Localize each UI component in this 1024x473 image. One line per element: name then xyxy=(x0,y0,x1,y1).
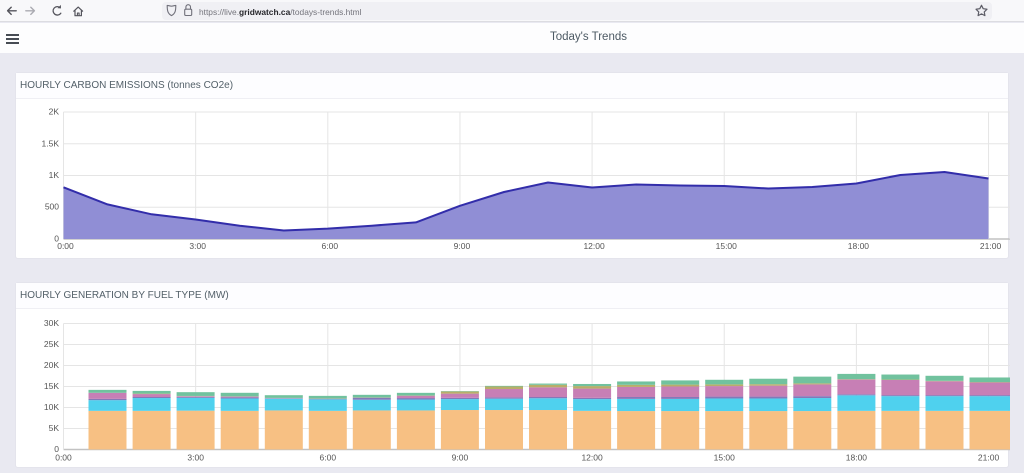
svg-text:12:00: 12:00 xyxy=(583,241,605,251)
svg-text:3:00: 3:00 xyxy=(187,453,204,463)
svg-text:20K: 20K xyxy=(44,360,59,370)
svg-text:6:00: 6:00 xyxy=(322,241,339,251)
svg-text:12:00: 12:00 xyxy=(581,453,603,463)
svg-text:1.5K: 1.5K xyxy=(42,138,60,148)
svg-text:18:00: 18:00 xyxy=(846,453,868,463)
svg-text:21:00: 21:00 xyxy=(978,453,1000,463)
svg-text:2K: 2K xyxy=(49,107,60,117)
svg-text:15K: 15K xyxy=(44,381,59,391)
svg-text:9:00: 9:00 xyxy=(452,453,469,463)
svg-text:25K: 25K xyxy=(44,339,59,349)
svg-text:21:00: 21:00 xyxy=(980,241,1002,251)
svg-text:15:00: 15:00 xyxy=(714,453,736,463)
svg-text:0:00: 0:00 xyxy=(55,453,72,463)
svg-text:30K: 30K xyxy=(44,318,59,328)
svg-text:0:00: 0:00 xyxy=(57,241,74,251)
svg-text:15:00: 15:00 xyxy=(716,241,738,251)
svg-text:9:00: 9:00 xyxy=(454,241,471,251)
svg-text:5K: 5K xyxy=(49,423,60,433)
svg-text:18:00: 18:00 xyxy=(848,241,870,251)
svg-text:10K: 10K xyxy=(44,402,59,412)
svg-text:3:00: 3:00 xyxy=(189,241,206,251)
svg-text:0: 0 xyxy=(54,234,59,244)
svg-text:6:00: 6:00 xyxy=(320,453,337,463)
svg-text:1K: 1K xyxy=(49,170,60,180)
svg-text:0: 0 xyxy=(54,444,59,454)
svg-text:500: 500 xyxy=(45,202,59,212)
